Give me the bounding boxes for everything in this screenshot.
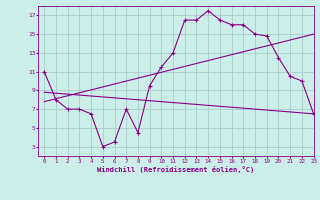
X-axis label: Windchill (Refroidissement éolien,°C): Windchill (Refroidissement éolien,°C) — [97, 166, 255, 173]
